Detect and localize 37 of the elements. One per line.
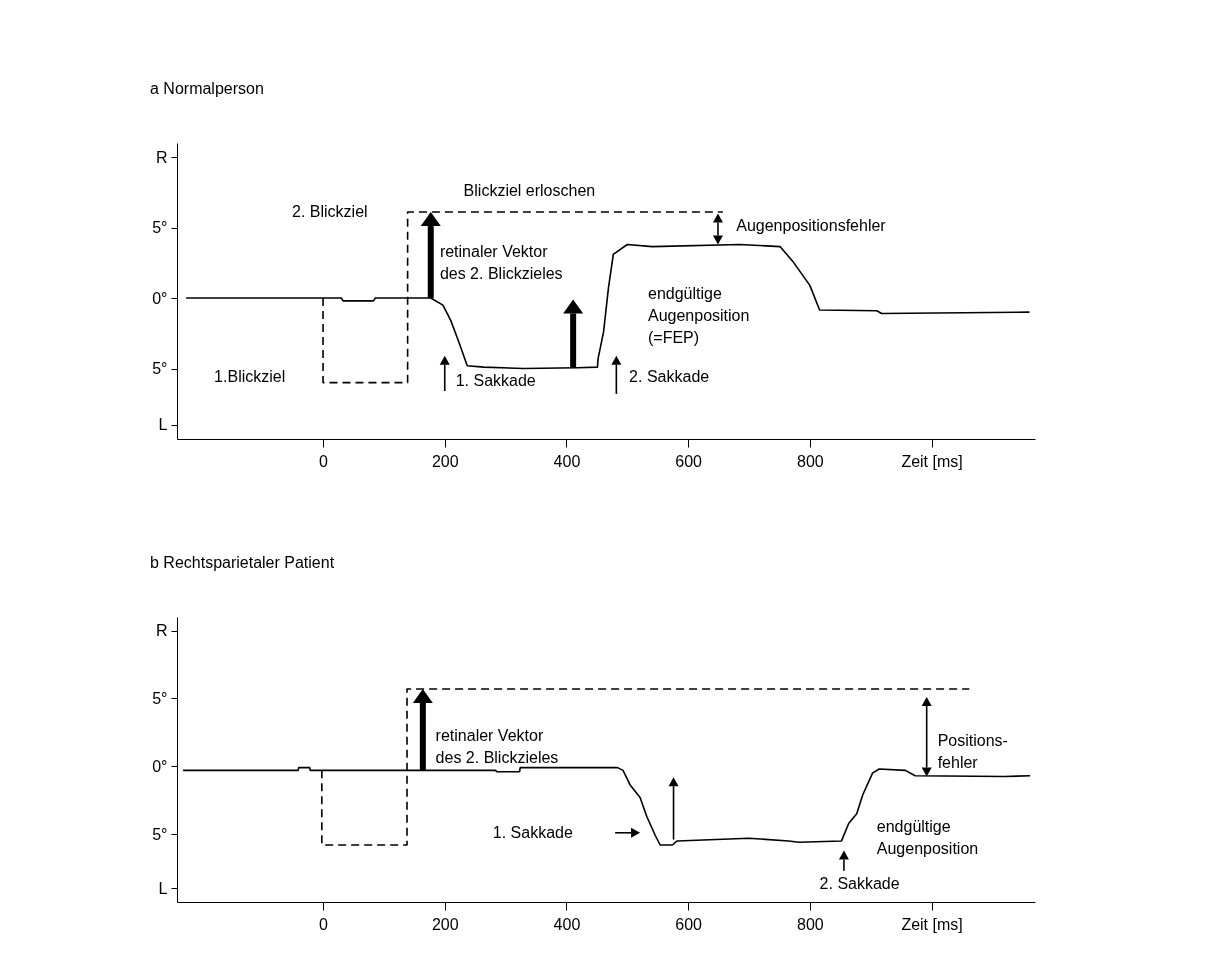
y-tick-label: 5°	[152, 689, 168, 707]
annotation: 1. Sakkade	[492, 823, 573, 841]
y-tick-label: 5°	[152, 360, 168, 378]
annotation: endgültige Augenposition (=FEP)	[647, 284, 750, 346]
x-tick-label: 200	[431, 452, 459, 470]
y-tick-label: R	[155, 148, 168, 166]
y-tick-label: L	[158, 416, 168, 434]
annotation: 1.Blickziel	[214, 367, 286, 385]
x-tick-label: 400	[553, 915, 581, 933]
x-tick-label: 400	[553, 452, 581, 470]
x-tick-label: 800	[797, 452, 824, 470]
x-tick-label: 0	[319, 452, 329, 470]
y-tick-label: 0°	[152, 289, 168, 307]
x-tick-label: Zeit [ms]	[901, 915, 963, 933]
annotation: 1. Sakkade	[455, 372, 536, 390]
x-tick-label: 600	[675, 452, 703, 470]
x-tick-label: Zeit [ms]	[901, 452, 963, 470]
annotation: 2. Sakkade	[629, 367, 710, 385]
x-tick-label: 800	[797, 915, 824, 933]
y-tick-label: 5°	[152, 825, 168, 843]
annotation: Blickziel erloschen	[463, 181, 596, 199]
x-tick-label: 600	[675, 915, 703, 933]
annotation: Positions- fehler	[937, 731, 1008, 771]
annotation: 2. Blickziel	[292, 203, 368, 221]
y-tick-label: R	[155, 622, 168, 640]
chart-title: a Normalperson	[150, 80, 264, 97]
annotation: retinaler Vektor des 2. Blickzieles	[435, 727, 559, 767]
annotation: Augenpositionsfehler	[736, 217, 887, 235]
annotation: endgültige Augenposition	[876, 818, 979, 858]
y-tick-label: 5°	[152, 219, 168, 237]
annotation: retinaler Vektor des 2. Blickzieles	[439, 242, 563, 282]
y-tick-label: L	[158, 879, 168, 897]
annotation: 2. Sakkade	[819, 875, 900, 893]
x-tick-label: 200	[431, 915, 459, 933]
x-tick-label: 0	[319, 915, 329, 933]
chart-title: b Rechtsparietaler Patient	[150, 554, 335, 571]
y-tick-label: 0°	[152, 757, 168, 775]
